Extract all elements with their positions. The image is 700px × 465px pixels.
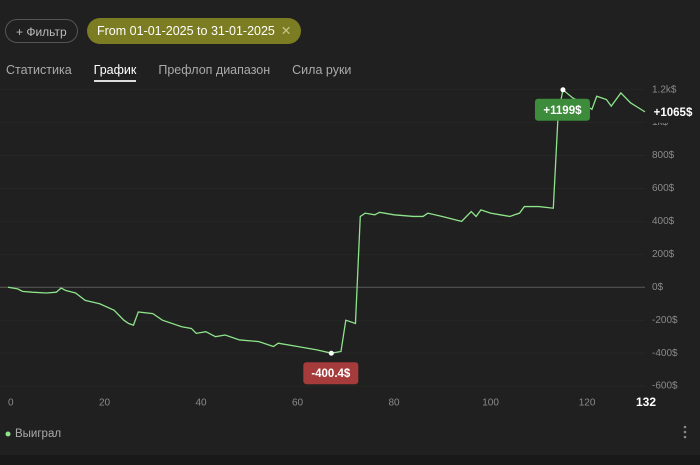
point-marker xyxy=(328,350,334,356)
x-tick-label: 40 xyxy=(195,398,207,409)
y-tick-label: -600$ xyxy=(652,381,678,392)
clear-icon[interactable]: ✕ xyxy=(280,24,292,38)
x-tick-label: 100 xyxy=(482,398,499,409)
y-tick-label: -400$ xyxy=(652,348,678,359)
tabs: Статистика График Префлоп диапазон Сила … xyxy=(6,63,351,82)
annotation: +1199$ xyxy=(534,87,590,121)
point-marker xyxy=(560,87,566,93)
annotation: +1065$ xyxy=(650,100,696,123)
legend-label: Выиграл xyxy=(15,428,61,440)
y-tick-label: 0$ xyxy=(652,282,664,293)
y-tick-label: -200$ xyxy=(652,315,678,326)
x-tick-label: 132 xyxy=(636,395,656,409)
x-tick-label: 60 xyxy=(292,398,304,409)
annotation-box xyxy=(303,362,359,385)
annotation-box xyxy=(534,98,590,121)
footer-strip xyxy=(0,455,700,465)
y-tick-label: 400$ xyxy=(652,216,675,227)
x-tick-label: 80 xyxy=(388,398,400,409)
tab[interactable]: Сила руки xyxy=(292,63,352,77)
annotation-label: +1065$ xyxy=(654,107,693,119)
y-tick-label: 200$ xyxy=(652,249,675,260)
filter-label: Фильтр xyxy=(26,25,67,39)
annotation-label: +1199$ xyxy=(543,105,582,117)
annotation-box xyxy=(650,100,696,123)
y-tick-label: 1.2k$ xyxy=(652,84,677,95)
filter-button[interactable]: + Фильтр xyxy=(5,19,78,43)
toolbar: + Фильтр From 01-01-2025 to 31-01-2025 ✕ … xyxy=(0,0,700,85)
x-tick-label: 120 xyxy=(579,398,596,409)
x-tick-label: 20 xyxy=(99,398,111,409)
legend-dot xyxy=(5,431,11,437)
y-tick-label: 800$ xyxy=(652,150,675,161)
date-filter[interactable]: From 01-01-2025 to 31-01-2025 ✕ xyxy=(87,18,302,44)
y-tick-label: 600$ xyxy=(652,183,675,194)
date-filter-label: From 01-01-2025 to 31-01-2025 xyxy=(97,24,275,38)
tab[interactable]: Статистика xyxy=(6,63,72,77)
x-tick-label: 0 xyxy=(8,398,14,409)
tab[interactable]: График xyxy=(93,63,137,82)
tab[interactable]: Префлоп диапазон xyxy=(158,63,271,77)
annotation: -400.4$ xyxy=(303,350,359,385)
menu-icon[interactable] xyxy=(683,425,687,439)
annotation-label: -400.4$ xyxy=(311,368,351,380)
